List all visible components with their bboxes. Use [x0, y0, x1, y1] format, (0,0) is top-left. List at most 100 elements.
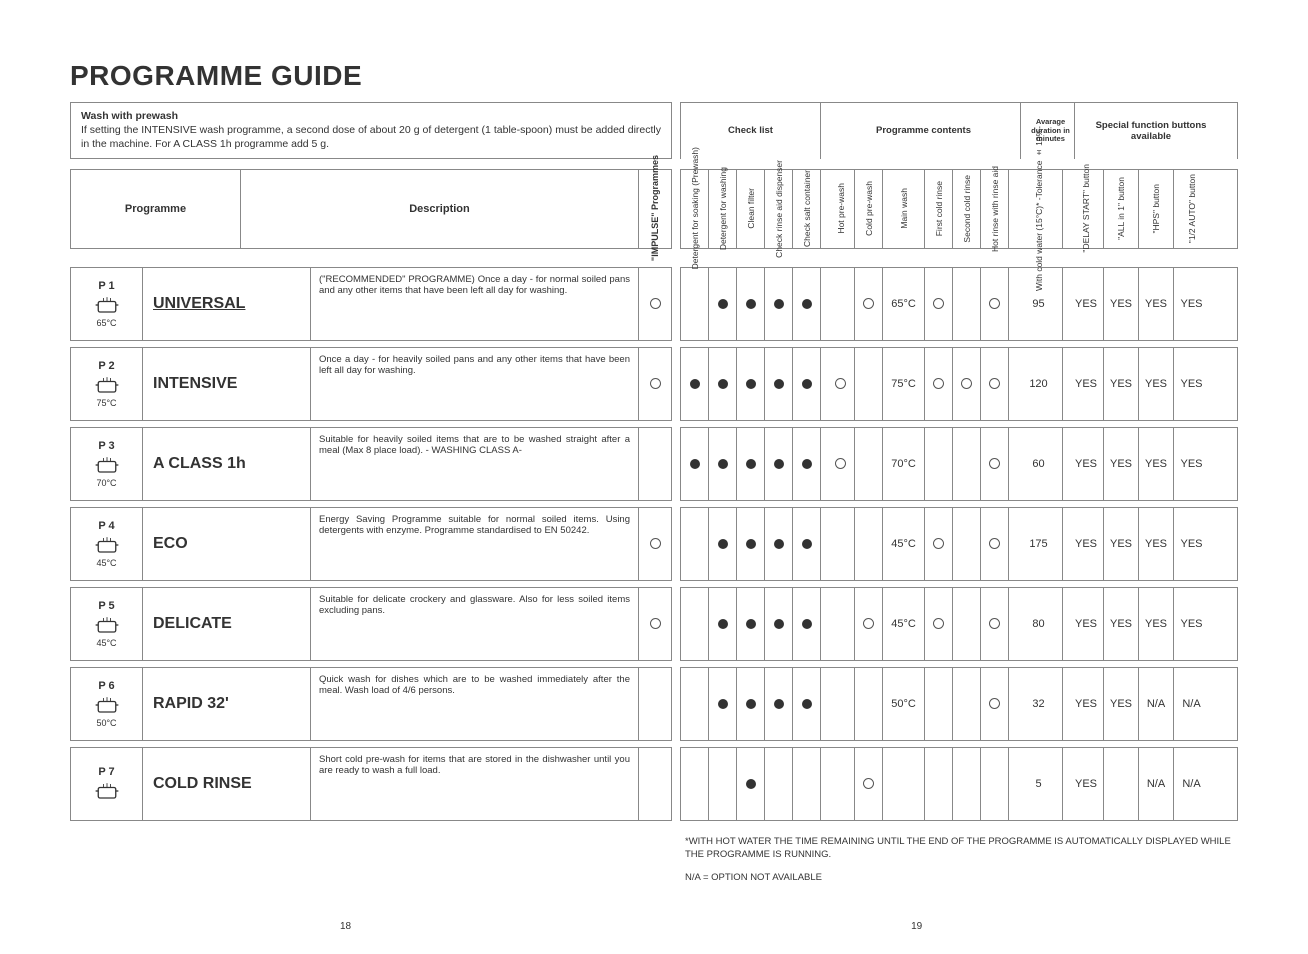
cell-3-9 [953, 508, 981, 580]
col-description: Description [241, 170, 639, 248]
col-header-3: Check rinse aid dispenser [765, 170, 793, 248]
cell-3-4 [793, 508, 821, 580]
cell-1-8 [925, 348, 953, 420]
footnotes: *WITH HOT WATER THE TIME REMAINING UNTIL… [685, 835, 1238, 885]
cell-3-5 [827, 508, 855, 580]
column-groups: Check listProgramme contentsAvarage dura… [680, 102, 1238, 159]
cell-6-6 [855, 748, 883, 820]
programme-row-3: P 445°CECOEnergy Saving Programme suitab… [70, 507, 1238, 581]
cell-2-1 [709, 428, 737, 500]
prog-impulse [639, 348, 671, 420]
col-header-14: "HPS" button [1139, 170, 1174, 248]
col-header-7: Main wash [883, 170, 925, 248]
col-header-0: Detergent for soaking (Prewash) [681, 170, 709, 248]
cell-0-2 [737, 268, 765, 340]
cell-3-14: YES [1139, 508, 1174, 580]
programme-row-5: P 650°CRAPID 32'Quick wash for dishes wh… [70, 667, 1238, 741]
prog-desc: Short cold pre-wash for items that are s… [311, 748, 639, 820]
cell-2-13: YES [1104, 428, 1139, 500]
prog-desc: Quick wash for dishes which are to be wa… [311, 668, 639, 740]
cell-3-10 [981, 508, 1009, 580]
prog-icon: P 370°C [71, 428, 143, 500]
cell-5-2 [737, 668, 765, 740]
cell-2-7: 70°C [883, 428, 925, 500]
cell-6-4 [793, 748, 821, 820]
col-header-12: "DELAY START" button [1069, 170, 1104, 248]
cell-6-11: 5 [1015, 748, 1063, 820]
cell-2-14: YES [1139, 428, 1174, 500]
prog-impulse [639, 668, 671, 740]
page-numbers: 18 19 [0, 921, 1308, 932]
prewash-heading: Wash with prewash [81, 110, 178, 122]
cell-0-12: YES [1069, 268, 1104, 340]
cell-3-0 [681, 508, 709, 580]
cell-1-2 [737, 348, 765, 420]
cell-2-6 [855, 428, 883, 500]
cell-4-8 [925, 588, 953, 660]
cell-2-10 [981, 428, 1009, 500]
cell-5-7: 50°C [883, 668, 925, 740]
prog-impulse [639, 268, 671, 340]
col-header-4: Check salt container [793, 170, 821, 248]
cell-5-1 [709, 668, 737, 740]
col-header-2: Clean filter [737, 170, 765, 248]
col-header-5: Hot pre-wash [827, 170, 855, 248]
cell-4-3 [765, 588, 793, 660]
cell-6-8 [925, 748, 953, 820]
cell-2-4 [793, 428, 821, 500]
footnote-hotwater: *WITH HOT WATER THE TIME REMAINING UNTIL… [685, 835, 1238, 862]
cell-4-9 [953, 588, 981, 660]
group-0: Check list [681, 103, 821, 159]
cell-2-8 [925, 428, 953, 500]
cell-0-15: YES [1174, 268, 1209, 340]
cell-1-15: YES [1174, 348, 1209, 420]
prewash-text: If setting the INTENSIVE wash programme,… [81, 124, 661, 150]
cell-5-14: N/A [1139, 668, 1174, 740]
cell-1-9 [953, 348, 981, 420]
cell-3-8 [925, 508, 953, 580]
cell-0-0 [681, 268, 709, 340]
cell-0-1 [709, 268, 737, 340]
cell-6-13 [1104, 748, 1139, 820]
cell-5-4 [793, 668, 821, 740]
cell-1-1 [709, 348, 737, 420]
cell-4-10 [981, 588, 1009, 660]
cell-1-3 [765, 348, 793, 420]
cell-3-15: YES [1174, 508, 1209, 580]
cell-3-12: YES [1069, 508, 1104, 580]
prog-desc: Suitable for delicate crockery and glass… [311, 588, 639, 660]
prog-name: A CLASS 1h [143, 428, 311, 500]
prog-icon: P 545°C [71, 588, 143, 660]
cell-4-14: YES [1139, 588, 1174, 660]
prog-desc: Suitable for heavily soiled items that a… [311, 428, 639, 500]
cell-6-2 [737, 748, 765, 820]
cell-3-13: YES [1104, 508, 1139, 580]
cell-0-14: YES [1139, 268, 1174, 340]
cell-0-3 [765, 268, 793, 340]
col-header-6: Cold pre-wash [855, 170, 883, 248]
header-row: Programme Description "IMPULSE" Programm… [70, 169, 1238, 249]
col-header-1: Detergent for washing [709, 170, 737, 248]
cell-2-2 [737, 428, 765, 500]
cell-0-8 [925, 268, 953, 340]
cell-0-5 [827, 268, 855, 340]
cell-1-0 [681, 348, 709, 420]
cell-4-2 [737, 588, 765, 660]
cell-1-11: 120 [1015, 348, 1063, 420]
cell-1-12: YES [1069, 348, 1104, 420]
cell-5-5 [827, 668, 855, 740]
col-header-10: Hot rinse with rinse aid [981, 170, 1009, 248]
cell-4-6 [855, 588, 883, 660]
cell-2-3 [765, 428, 793, 500]
cell-0-6 [855, 268, 883, 340]
cell-2-5 [827, 428, 855, 500]
cell-6-1 [709, 748, 737, 820]
cell-2-12: YES [1069, 428, 1104, 500]
cell-2-15: YES [1174, 428, 1209, 500]
prog-desc: Once a day - for heavily soiled pans and… [311, 348, 639, 420]
prog-name: INTENSIVE [143, 348, 311, 420]
page-left: 18 [340, 921, 351, 932]
cell-5-11: 32 [1015, 668, 1063, 740]
cell-3-6 [855, 508, 883, 580]
prog-name: UNIVERSAL [143, 268, 311, 340]
